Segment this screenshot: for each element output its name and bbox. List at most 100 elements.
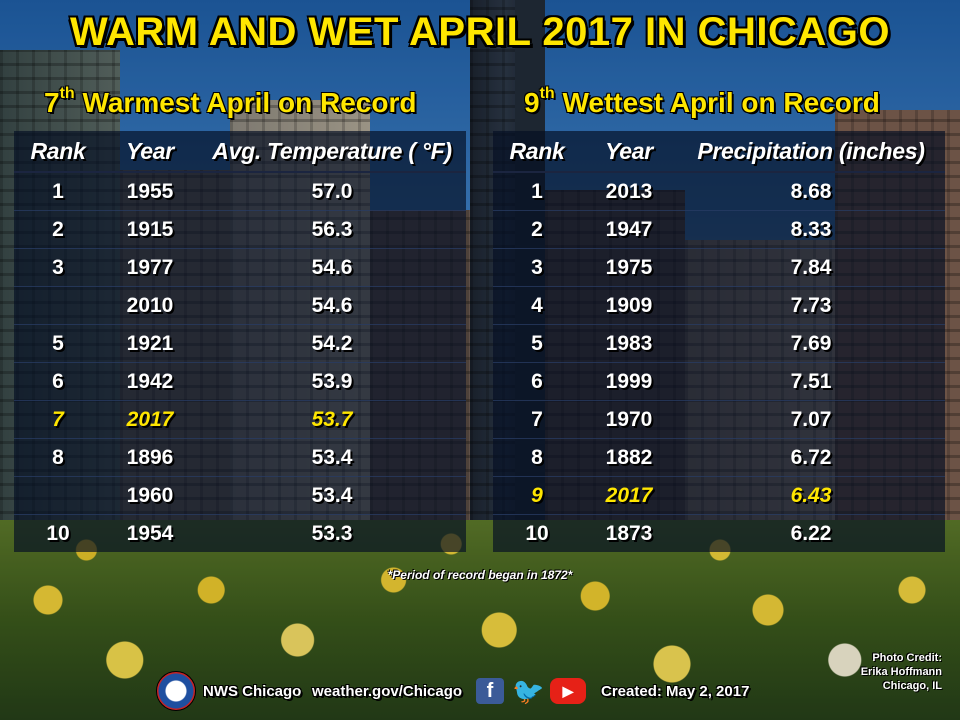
- table-row: 1960 53.4: [14, 476, 466, 515]
- table-row: 1 2013 8.68: [493, 171, 945, 211]
- credit-name: Erika Hoffmann: [860, 666, 942, 678]
- rank-cell: 10: [493, 514, 581, 552]
- wet-table-body: 1 2013 8.68 2 1947 8.33 3 1975 7.84 4 1909 7.73 5 198…: [493, 171, 945, 552]
- year-cell: 1947: [581, 210, 677, 249]
- twitter-icon[interactable]: 🐦: [512, 676, 545, 706]
- rank-cell: 9: [493, 476, 581, 515]
- value-cell: 7.73: [677, 286, 945, 325]
- table-row: 3 1977 54.6: [14, 248, 466, 287]
- created-date: Created: May 2, 2017: [601, 683, 750, 700]
- table-row: 1 1955 57.0: [14, 171, 466, 211]
- year-cell: 1882: [581, 438, 677, 477]
- table-row: 10 1954 53.3: [14, 514, 466, 552]
- year-cell: 2010: [102, 286, 198, 325]
- table-row: 4 1909 7.73: [493, 286, 945, 325]
- col-header-rank: Rank: [14, 131, 102, 173]
- value-cell: 7.84: [677, 248, 945, 287]
- rank-cell: 10: [14, 514, 102, 552]
- footnote: *Period of record began in 1872*: [387, 568, 573, 582]
- value-cell: 53.9: [198, 362, 466, 401]
- warm-table: Rank Year Avg. Temperature ( °F) 1 1955 57…: [14, 131, 466, 552]
- year-cell: 1942: [102, 362, 198, 401]
- year-cell: 2013: [581, 171, 677, 211]
- table-row: 2 1947 8.33: [493, 210, 945, 249]
- table-row: 6 1999 7.51: [493, 362, 945, 401]
- year-cell: 1977: [102, 248, 198, 287]
- page-title: WARM AND WET APRIL 2017 IN CHICAGO: [69, 10, 891, 54]
- rank-cell: 5: [493, 324, 581, 363]
- table-row: 2010 54.6: [14, 286, 466, 325]
- table-row: 7 1970 7.07: [493, 400, 945, 439]
- rank-cell: 3: [14, 248, 102, 287]
- credit-location: Chicago, IL: [882, 680, 942, 692]
- value-cell: 53.7: [198, 400, 466, 439]
- value-cell: 8.33: [677, 210, 945, 249]
- photo-credit: Photo Credit: Erika Hoffmann Chicago, IL: [861, 651, 942, 693]
- year-cell: 1921: [102, 324, 198, 363]
- value-cell: 8.68: [677, 171, 945, 211]
- rank-cell: [14, 476, 102, 515]
- year-cell: 1970: [581, 400, 677, 439]
- value-cell: 6.72: [677, 438, 945, 477]
- warm-table-body: 1 1955 57.0 2 1915 56.3 3 1977 54.6 2010 54.6 5 1921…: [14, 171, 466, 552]
- table-row: 8 1882 6.72: [493, 438, 945, 477]
- website-link[interactable]: weather.gov/Chicago: [312, 683, 463, 700]
- table-row: 5 1983 7.69: [493, 324, 945, 363]
- value-cell: 6.43: [677, 476, 945, 515]
- year-cell: 1955: [102, 171, 198, 211]
- rank-cell: 7: [493, 400, 581, 439]
- rank-cell: 5: [14, 324, 102, 363]
- table-row: 7 2017 53.7: [14, 400, 466, 439]
- value-cell: 7.51: [677, 362, 945, 401]
- value-cell: 53.4: [198, 476, 466, 515]
- value-cell: 53.3: [198, 514, 466, 552]
- rank-cell: 6: [14, 362, 102, 401]
- year-cell: 1896: [102, 438, 198, 477]
- rank-cell: [14, 286, 102, 325]
- col-header-year: Year: [102, 131, 198, 173]
- warm-heading: 7th Warmest April on Record: [44, 84, 417, 118]
- year-cell: 1983: [581, 324, 677, 363]
- rank-cell: 8: [493, 438, 581, 477]
- value-cell: 54.6: [198, 248, 466, 287]
- rank-cell: 7: [14, 400, 102, 439]
- value-cell: 56.3: [198, 210, 466, 249]
- rank-cell: 2: [14, 210, 102, 249]
- wet-heading: 9th Wettest April on Record: [524, 84, 880, 118]
- table-row: 9 2017 6.43: [493, 476, 945, 515]
- rank-cell: 1: [493, 171, 581, 211]
- table-row: 8 1896 53.4: [14, 438, 466, 477]
- youtube-icon[interactable]: ▶: [550, 678, 586, 704]
- year-cell: 2017: [581, 476, 677, 515]
- rank-cell: 4: [493, 286, 581, 325]
- value-cell: 57.0: [198, 171, 466, 211]
- credit-label: Photo Credit:: [872, 652, 942, 664]
- rank-cell: 8: [14, 438, 102, 477]
- nws-logo: [156, 671, 196, 711]
- year-cell: 2017: [102, 400, 198, 439]
- table-row: 5 1921 54.2: [14, 324, 466, 363]
- col-header-temperature: Avg. Temperature ( °F): [198, 131, 466, 173]
- year-cell: 1915: [102, 210, 198, 249]
- col-header-year: Year: [581, 131, 677, 173]
- office-name: NWS Chicago: [203, 683, 302, 700]
- facebook-icon[interactable]: f: [476, 678, 504, 704]
- year-cell: 1975: [581, 248, 677, 287]
- table-row: 2 1915 56.3: [14, 210, 466, 249]
- value-cell: 7.07: [677, 400, 945, 439]
- value-cell: 54.2: [198, 324, 466, 363]
- year-cell: 1873: [581, 514, 677, 552]
- year-cell: 1954: [102, 514, 198, 552]
- year-cell: 1960: [102, 476, 198, 515]
- value-cell: 53.4: [198, 438, 466, 477]
- value-cell: 54.6: [198, 286, 466, 325]
- rank-cell: 2: [493, 210, 581, 249]
- wet-table: Rank Year Precipitation (inches) 1 2013 8.…: [493, 131, 945, 552]
- value-cell: 7.69: [677, 324, 945, 363]
- col-header-precipitation: Precipitation (inches): [677, 131, 945, 173]
- year-cell: 1909: [581, 286, 677, 325]
- year-cell: 1999: [581, 362, 677, 401]
- rank-cell: 1: [14, 171, 102, 211]
- rank-cell: 3: [493, 248, 581, 287]
- table-row: 3 1975 7.84: [493, 248, 945, 287]
